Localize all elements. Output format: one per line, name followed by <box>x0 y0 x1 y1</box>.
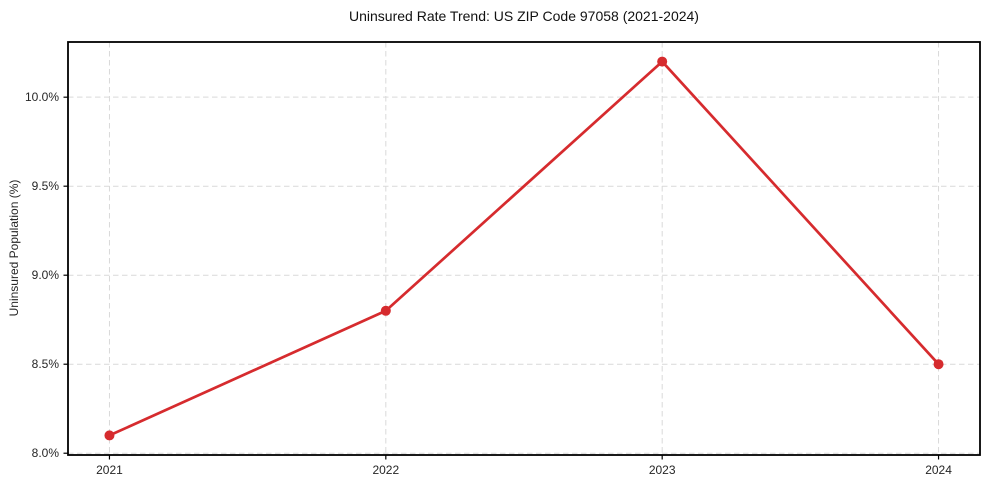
x-tick-label: 2024 <box>925 463 952 477</box>
data-point-2022 <box>380 305 391 316</box>
data-point-2021 <box>104 430 115 441</box>
y-tick-label: 8.0% <box>32 446 60 460</box>
y-tick-label: 9.0% <box>32 268 60 282</box>
y-tick-label: 9.5% <box>32 179 60 193</box>
data-point-2024 <box>933 359 944 370</box>
trend-line <box>108 60 940 437</box>
y-tick-label: 8.5% <box>32 357 60 371</box>
x-tick-label: 2023 <box>649 463 676 477</box>
y-tick-label: 10.0% <box>25 90 59 104</box>
chart-title: Uninsured Rate Trend: US ZIP Code 97058 … <box>349 8 699 24</box>
x-tick-label: 2022 <box>372 463 399 477</box>
plot-border <box>67 41 981 456</box>
x-tick-label: 2021 <box>96 463 123 477</box>
data-point-2023 <box>657 56 668 67</box>
